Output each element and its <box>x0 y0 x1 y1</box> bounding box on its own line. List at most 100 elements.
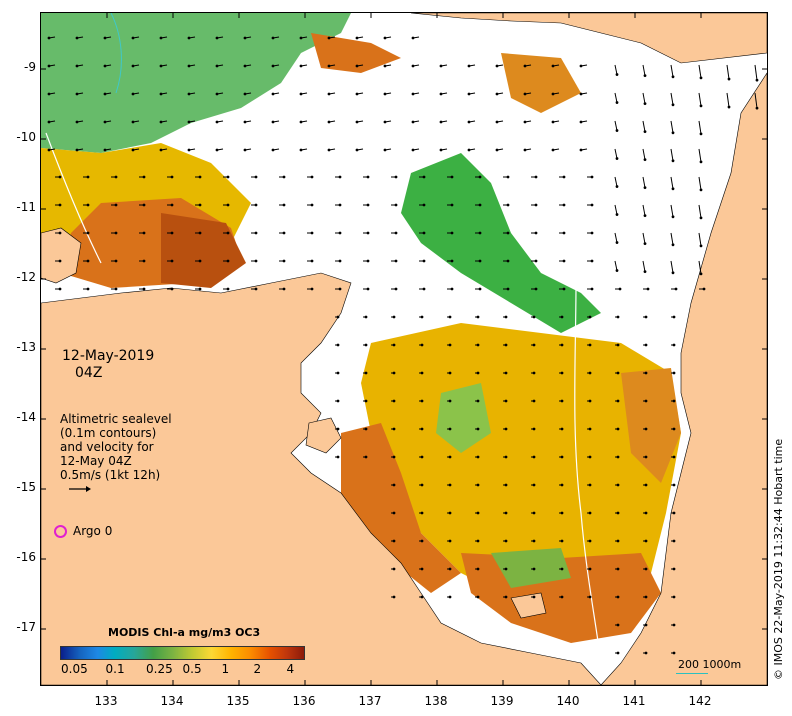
velocity-arrow-head <box>215 120 219 124</box>
velocity-arrow-head <box>727 105 731 109</box>
velocity-arrow-head <box>392 511 396 515</box>
velocity-arrow-head <box>579 148 583 152</box>
velocity-arrow-head <box>142 259 146 263</box>
velocity-arrow <box>698 120 702 134</box>
velocity-arrow-head <box>672 595 676 599</box>
velocity-arrow-head <box>615 241 619 244</box>
velocity-arrow-head <box>420 483 424 487</box>
velocity-arrow-head <box>450 287 454 291</box>
chl-coast-brown <box>161 213 246 288</box>
velocity-arrow-head <box>131 148 135 152</box>
velocity-arrow-head <box>588 567 592 571</box>
velocity-arrow-head <box>590 231 594 235</box>
x-tick-label: 133 <box>94 694 118 708</box>
velocity-arrow-head <box>86 231 90 235</box>
velocity-arrow-head <box>532 483 536 487</box>
velocity-arrow <box>642 176 646 188</box>
velocity-arrow <box>670 120 674 133</box>
velocity-arrow-head <box>672 539 676 543</box>
chl-top-right-orange <box>501 53 581 113</box>
velocity-arrow-head <box>142 231 146 235</box>
velocity-arrow-head <box>532 427 536 431</box>
velocity-arrow <box>670 176 674 189</box>
velocity-arrow-head <box>644 651 648 655</box>
velocity-arrow-head <box>616 343 620 347</box>
velocity-arrow-head <box>504 567 508 571</box>
velocity-arrow-head <box>534 203 538 207</box>
velocity-arrow-head <box>616 595 620 599</box>
velocity-arrow-head <box>170 259 174 263</box>
velocity-arrow-head <box>560 567 564 571</box>
x-tick-label: 137 <box>358 694 382 708</box>
velocity-arrow-head <box>467 120 471 124</box>
contour-line-west <box>45 132 102 264</box>
velocity-arrow-head <box>114 287 118 291</box>
velocity-arrow-head <box>187 120 191 124</box>
velocity-arrow-head <box>187 92 191 96</box>
velocity-arrow-head <box>643 74 647 78</box>
velocity-arrow-head <box>243 36 247 40</box>
velocity-arrow-head <box>439 148 443 152</box>
velocity-arrow-head <box>383 36 387 40</box>
velocity-arrow-head <box>338 231 342 235</box>
velocity-arrow-head <box>551 120 555 124</box>
velocity-arrow-head <box>616 651 620 655</box>
velocity-arrow-head <box>562 231 566 235</box>
velocity-arrow <box>614 92 618 103</box>
velocity-arrow-head <box>420 427 424 431</box>
velocity-arrow-head <box>672 371 676 375</box>
velocity-arrow-head <box>75 92 79 96</box>
velocity-arrow-head <box>532 595 536 599</box>
velocity-arrow-head <box>422 175 426 179</box>
velocity-arrow-head <box>187 148 191 152</box>
velocity-arrow-head <box>644 483 648 487</box>
legend-line: Altimetric sealevel <box>60 412 172 426</box>
velocity-arrow-head <box>383 120 387 124</box>
velocity-arrow-head <box>338 259 342 263</box>
velocity-arrow-head <box>327 64 331 68</box>
velocity-arrow-head <box>310 287 314 291</box>
x-tick-label: 134 <box>160 694 184 708</box>
velocity-arrow-head <box>392 455 396 459</box>
velocity-arrow-head <box>478 259 482 263</box>
velocity-arrow-head <box>420 539 424 543</box>
velocity-arrow-head <box>616 427 620 431</box>
velocity-arrow-head <box>310 203 314 207</box>
chl-central-green <box>401 153 601 333</box>
velocity-arrow-head <box>142 175 146 179</box>
velocity-arrow-head <box>467 64 471 68</box>
velocity-arrow <box>614 64 618 75</box>
velocity-arrow <box>698 176 702 190</box>
scale-line <box>676 673 708 674</box>
velocity-arrow-head <box>532 371 536 375</box>
velocity-arrow-head <box>187 64 191 68</box>
velocity-arrow-head <box>131 92 135 96</box>
velocity-arrow-head <box>615 269 619 272</box>
velocity-arrow-head <box>532 567 536 571</box>
velocity-arrow-head <box>476 315 480 319</box>
velocity-arrow-head <box>616 567 620 571</box>
velocity-arrow-head <box>588 343 592 347</box>
velocity-arrow-head <box>336 315 340 319</box>
velocity-arrow-head <box>562 259 566 263</box>
map-canvas[interactable] <box>41 13 767 685</box>
velocity-arrow-head <box>411 120 415 124</box>
y-tick-label: -9 <box>24 60 36 74</box>
velocity-arrow-head <box>355 120 359 124</box>
scale-label: 200 1000m <box>678 658 742 671</box>
velocity-arrow-head <box>159 92 163 96</box>
velocity-arrow-head <box>420 595 424 599</box>
velocity-arrow-head <box>644 399 648 403</box>
velocity-arrow-head <box>506 231 510 235</box>
velocity-arrow <box>726 92 730 108</box>
velocity-arrow-head <box>495 120 499 124</box>
velocity-arrow <box>698 92 702 106</box>
velocity-arrow-head <box>504 511 508 515</box>
velocity-arrow-head <box>615 185 619 188</box>
velocity-arrow-head <box>336 343 340 347</box>
velocity-arrow <box>698 64 702 78</box>
y-tick-label: -10 <box>16 130 36 144</box>
velocity-arrow-head <box>392 399 396 403</box>
velocity-arrow-head <box>504 455 508 459</box>
velocity-arrow-head <box>618 287 622 291</box>
